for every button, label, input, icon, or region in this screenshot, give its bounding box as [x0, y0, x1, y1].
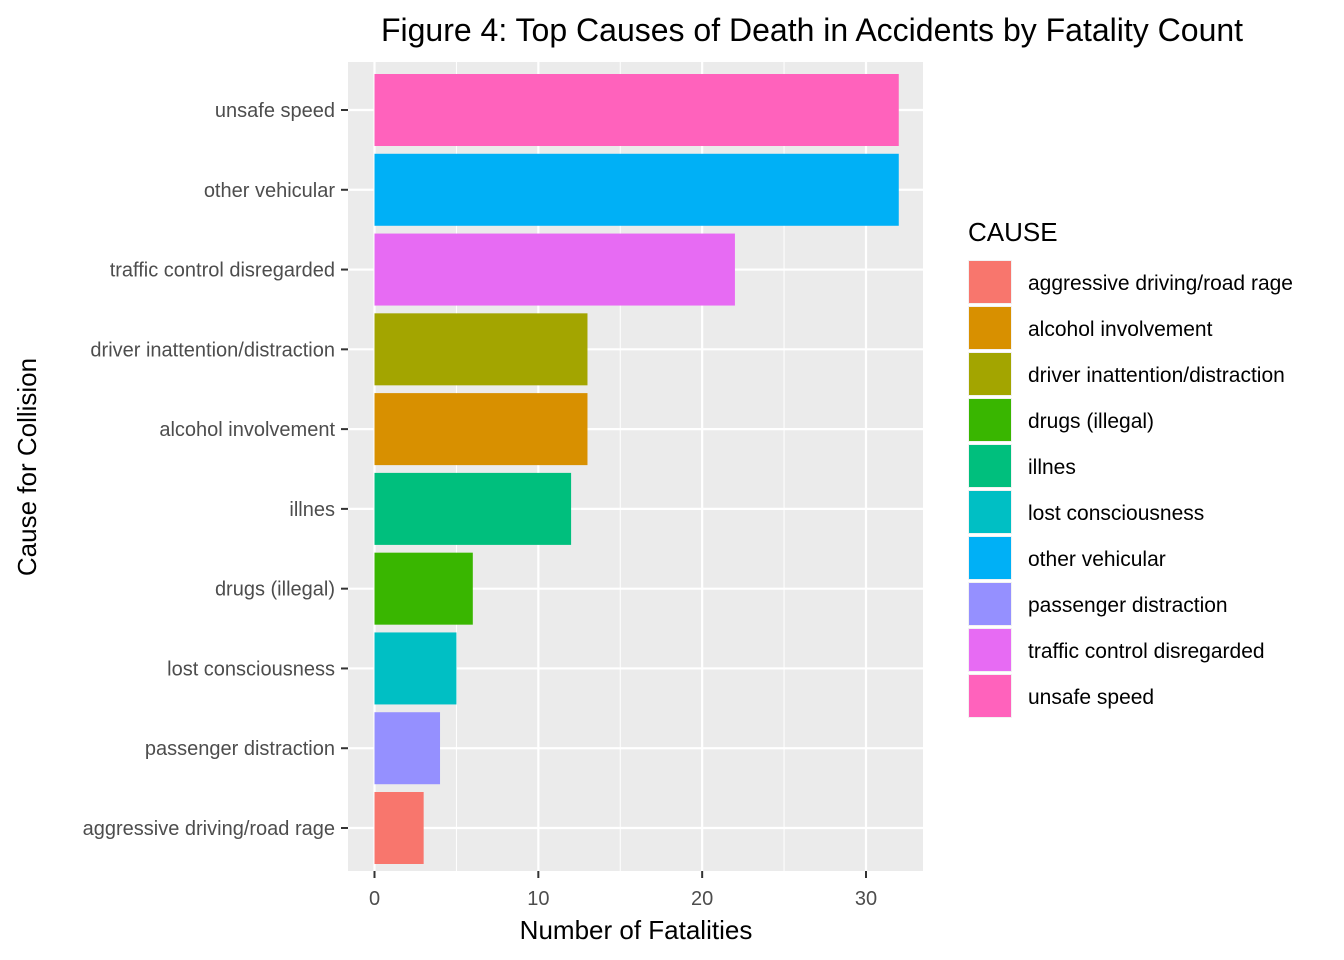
y-axis-title: Cause for Collision [12, 358, 42, 576]
legend-label: driver inattention/distraction [1028, 364, 1285, 387]
legend-label: lost consciousness [1028, 502, 1204, 525]
y-tick-label: drugs (illegal) [215, 579, 335, 601]
legend-swatch [969, 307, 1011, 349]
x-tick-label: 0 [369, 888, 380, 910]
legend-swatch [969, 675, 1011, 717]
y-tick-label: traffic control disregarded [110, 260, 335, 282]
x-tick-label: 10 [527, 888, 549, 910]
bar [374, 792, 424, 864]
chart-title: Figure 4: Top Causes of Death in Acciden… [381, 12, 1243, 48]
legend-swatch [969, 353, 1011, 395]
y-tick-label: unsafe speed [215, 100, 335, 122]
x-axis: 0 10 20 30 [369, 871, 877, 910]
legend-label: illnes [1028, 456, 1076, 479]
legend-swatch [969, 399, 1011, 441]
legend: CAUSE aggressive driving/road rage alcoho… [968, 217, 1293, 718]
legend-swatch [969, 583, 1011, 625]
bar [374, 313, 588, 386]
y-axis: unsafe speed other vehicular traffic contr… [83, 100, 348, 840]
y-tick-label: passenger distraction [145, 738, 335, 760]
legend-title: CAUSE [968, 217, 1058, 247]
legend-swatch [969, 261, 1011, 303]
legend-label: alcohol involvement [1028, 318, 1213, 341]
y-tick-label: aggressive driving/road rage [83, 818, 335, 840]
x-axis-title: Number of Fatalities [520, 915, 753, 945]
legend-swatch [969, 491, 1011, 533]
legend-label: passenger distraction [1028, 594, 1228, 617]
bar [374, 712, 441, 785]
legend-label: traffic control disregarded [1028, 640, 1265, 663]
legend-label: aggressive driving/road rage [1028, 272, 1293, 295]
bar [374, 153, 899, 226]
bar [374, 472, 572, 545]
x-tick-label: 20 [691, 888, 713, 910]
legend-swatch [969, 537, 1011, 579]
bar [374, 632, 457, 705]
bar [374, 74, 899, 146]
legend-swatch [969, 629, 1011, 671]
legend-swatch [969, 445, 1011, 487]
legend-label: other vehicular [1028, 548, 1166, 571]
bars [374, 74, 899, 864]
y-tick-label: other vehicular [204, 180, 336, 202]
bar [374, 393, 588, 466]
y-tick-label: illnes [289, 499, 335, 521]
y-tick-label: alcohol involvement [159, 419, 335, 441]
y-tick-label: driver inattention/distraction [90, 339, 335, 361]
bar [374, 233, 735, 306]
x-tick-label: 30 [855, 888, 877, 910]
legend-label: drugs (illegal) [1028, 410, 1154, 433]
legend-label: unsafe speed [1028, 686, 1154, 709]
bar [374, 552, 473, 625]
y-tick-label: lost consciousness [167, 658, 335, 680]
